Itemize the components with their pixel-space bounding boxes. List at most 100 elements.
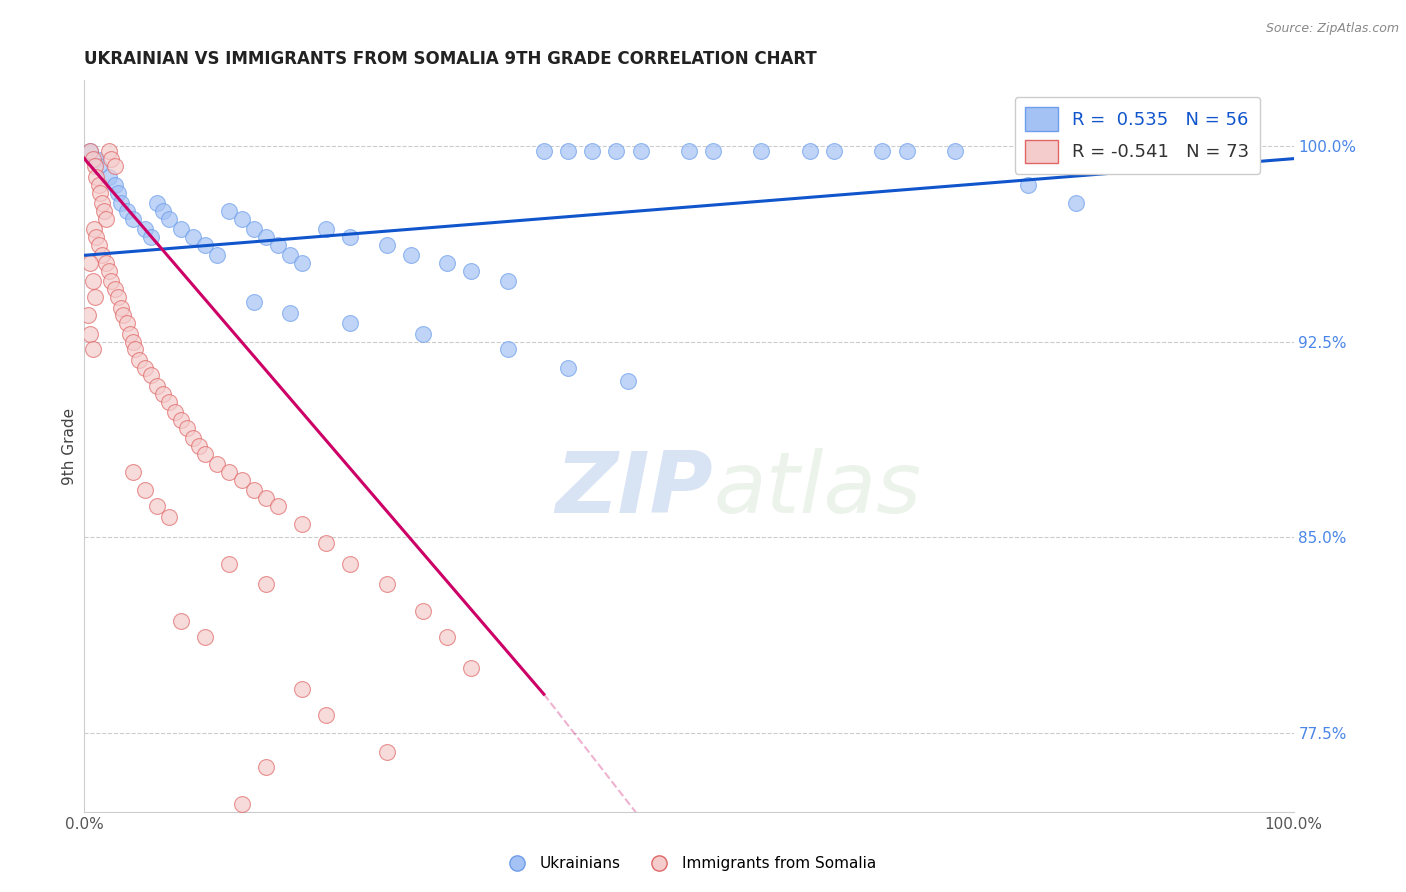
- Point: [121, 211, 143, 226]
- Point: [460, 264, 482, 278]
- Point: [91, 196, 114, 211]
- Point: [152, 386, 174, 401]
- Point: [702, 144, 724, 158]
- Point: [100, 275, 122, 289]
- Point: [94, 256, 117, 270]
- Point: [139, 230, 162, 244]
- Point: [823, 144, 845, 158]
- Point: [412, 604, 434, 618]
- Point: [128, 352, 150, 367]
- Point: [79, 144, 101, 158]
- Point: [231, 211, 253, 226]
- Point: [218, 557, 240, 571]
- Point: [581, 144, 603, 158]
- Point: [152, 203, 174, 218]
- Point: [254, 577, 277, 591]
- Point: [86, 169, 108, 184]
- Point: [630, 144, 652, 158]
- Point: [399, 248, 422, 262]
- Point: [207, 458, 229, 472]
- Point: [605, 144, 627, 158]
- Point: [87, 160, 110, 174]
- Point: [120, 326, 142, 341]
- Point: [100, 152, 122, 166]
- Point: [872, 144, 894, 158]
- Point: [617, 374, 640, 388]
- Point: [375, 577, 398, 591]
- Point: [315, 708, 337, 723]
- Point: [278, 248, 301, 262]
- Point: [339, 557, 361, 571]
- Point: [84, 290, 107, 304]
- Point: [139, 368, 162, 383]
- Point: [79, 256, 101, 270]
- Point: [77, 309, 100, 323]
- Point: [146, 499, 169, 513]
- Point: [121, 465, 143, 479]
- Point: [110, 196, 132, 211]
- Point: [1185, 144, 1208, 158]
- Point: [170, 222, 193, 236]
- Point: [112, 309, 135, 323]
- Point: [1017, 178, 1039, 192]
- Point: [93, 203, 115, 218]
- Point: [315, 535, 337, 549]
- Point: [218, 465, 240, 479]
- Point: [291, 681, 314, 696]
- Point: [375, 238, 398, 252]
- Point: [436, 630, 458, 644]
- Point: [124, 343, 146, 357]
- Point: [107, 186, 129, 200]
- Point: [496, 343, 519, 357]
- Y-axis label: 9th Grade: 9th Grade: [62, 408, 77, 484]
- Point: [533, 144, 555, 158]
- Point: [97, 264, 120, 278]
- Point: [242, 222, 264, 236]
- Point: [231, 797, 253, 811]
- Point: [176, 421, 198, 435]
- Point: [86, 230, 108, 244]
- Point: [146, 379, 169, 393]
- Point: [170, 413, 193, 427]
- Point: [207, 248, 229, 262]
- Point: [157, 394, 180, 409]
- Point: [83, 222, 105, 236]
- Point: [218, 203, 240, 218]
- Point: [163, 405, 186, 419]
- Point: [97, 169, 120, 184]
- Point: [496, 275, 519, 289]
- Point: [557, 144, 579, 158]
- Point: [557, 360, 579, 375]
- Point: [799, 144, 821, 158]
- Point: [188, 439, 211, 453]
- Point: [181, 431, 204, 445]
- Point: [115, 203, 138, 218]
- Point: [194, 630, 217, 644]
- Point: [94, 211, 117, 226]
- Text: ZIP: ZIP: [555, 449, 713, 532]
- Point: [339, 316, 361, 330]
- Point: [254, 230, 277, 244]
- Point: [896, 144, 918, 158]
- Point: [751, 144, 773, 158]
- Point: [115, 316, 138, 330]
- Point: [242, 295, 264, 310]
- Point: [134, 360, 156, 375]
- Point: [121, 334, 143, 349]
- Point: [291, 256, 314, 270]
- Point: [82, 343, 104, 357]
- Point: [84, 160, 107, 174]
- Point: [104, 178, 127, 192]
- Point: [375, 745, 398, 759]
- Point: [194, 447, 217, 461]
- Point: [170, 614, 193, 628]
- Point: [104, 160, 127, 174]
- Text: UKRAINIAN VS IMMIGRANTS FROM SOMALIA 9TH GRADE CORRELATION CHART: UKRAINIAN VS IMMIGRANTS FROM SOMALIA 9TH…: [84, 50, 817, 68]
- Point: [194, 238, 217, 252]
- Point: [242, 483, 264, 498]
- Point: [97, 144, 120, 158]
- Point: [278, 306, 301, 320]
- Point: [89, 186, 111, 200]
- Point: [86, 152, 108, 166]
- Point: [460, 661, 482, 675]
